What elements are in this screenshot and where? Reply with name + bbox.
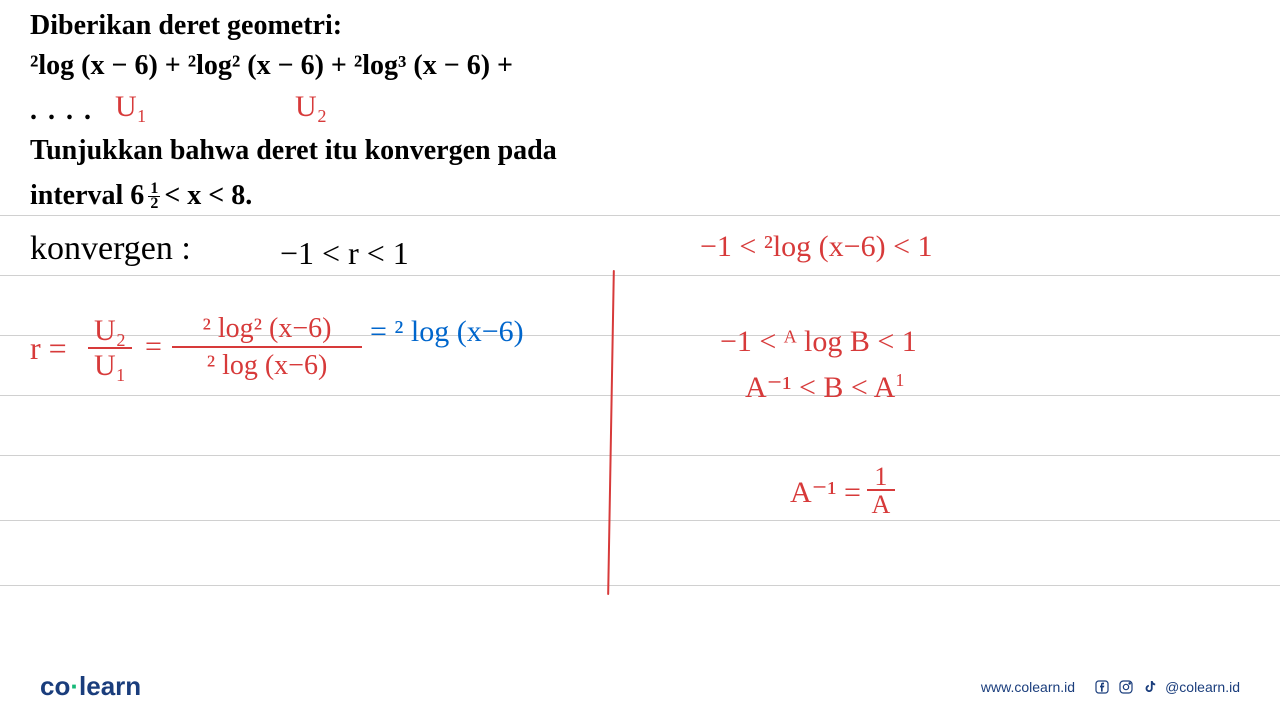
result-blue: = ² log (x−6) xyxy=(370,315,524,349)
a-inv-left: A⁻¹ = xyxy=(790,475,861,510)
ruled-line xyxy=(0,520,1280,521)
r-equals: r = xyxy=(30,330,67,367)
frac-log-top: ² log² (x−6) xyxy=(172,312,362,346)
social-icons: @colearn.id xyxy=(1093,678,1240,696)
annotation-u1: U₁ xyxy=(115,90,147,124)
problem-line-2: ²log (x − 6) + ²log² (x − 6) + ²log³ (x … xyxy=(30,50,513,82)
right-ineq-2: −1 < ᴬ log B < 1 xyxy=(720,325,917,359)
formula-text: ²log (x − 6) + ²log² (x − 6) + ²log³ (x … xyxy=(30,50,513,81)
problem-line-4: Tunjukkan bahwa deret itu konvergen pada xyxy=(30,135,557,167)
problem-line-1: Diberikan deret geometri: xyxy=(30,10,342,42)
frac-u2-u1: U₂ U₁ xyxy=(88,315,132,383)
label-konvergen: konvergen : xyxy=(30,230,191,268)
interval-prefix: interval 6 xyxy=(30,180,144,212)
frac-a: A xyxy=(872,491,891,519)
facebook-icon xyxy=(1093,678,1111,696)
interval-suffix: < x < 8. xyxy=(164,180,252,212)
footer-url: www.colearn.id xyxy=(981,679,1075,695)
right-ineq-3: A⁻¹ < B < A1 xyxy=(745,370,904,405)
footer-right: www.colearn.id @colearn.id xyxy=(981,678,1240,696)
right-a-inv: A⁻¹ = 1 A xyxy=(790,465,895,519)
frac-1: 1 xyxy=(874,465,887,489)
frac-log-bot: ² log (x−6) xyxy=(172,348,362,384)
logo: co·learn xyxy=(40,671,141,702)
ruled-line xyxy=(0,395,1280,396)
logo-co: co xyxy=(40,671,70,701)
frac-u2: U₂ xyxy=(88,315,132,347)
r-range: −1 < r < 1 xyxy=(280,235,409,272)
ruled-line xyxy=(0,275,1280,276)
frac-top: 1 xyxy=(150,182,158,196)
problem-line-3-dots: . . . . xyxy=(30,95,93,127)
vertical-divider xyxy=(607,270,615,595)
footer: co·learn www.colearn.id @colearn.id xyxy=(0,671,1280,702)
logo-learn: learn xyxy=(79,671,141,701)
ruled-line xyxy=(0,585,1280,586)
ruled-line xyxy=(0,215,1280,216)
footer-handle: @colearn.id xyxy=(1165,679,1240,695)
page: Diberikan deret geometri: ²log (x − 6) +… xyxy=(0,0,1280,720)
right-ineq-1: −1 < ²log (x−6) < 1 xyxy=(700,230,933,264)
frac-bot: 2 xyxy=(150,197,158,211)
problem-line-5: interval 6 1 2 < x < 8. xyxy=(30,180,252,212)
ruled-line xyxy=(0,455,1280,456)
instagram-icon xyxy=(1117,678,1135,696)
right-ineq-3-sup: 1 xyxy=(895,370,904,390)
logo-dot: · xyxy=(70,671,79,701)
annotation-u2: U₂ xyxy=(295,90,327,124)
tiktok-icon xyxy=(1141,678,1159,696)
frac-log: ² log² (x−6) ² log (x−6) xyxy=(172,312,362,384)
frac-u1: U₁ xyxy=(88,349,132,383)
eq-1: = xyxy=(145,330,162,364)
right-ineq-3-text: A⁻¹ < B < A xyxy=(745,371,895,404)
